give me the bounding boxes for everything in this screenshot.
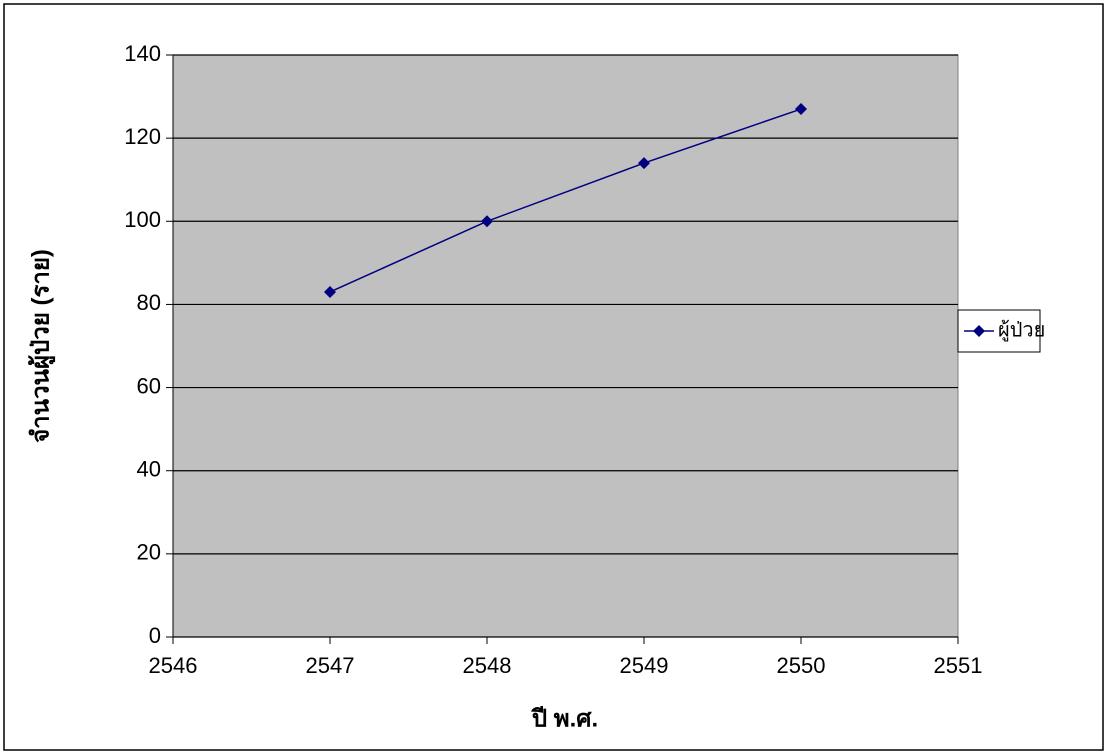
y-tick-label: 0 (149, 623, 161, 648)
x-tick-label: 2546 (149, 653, 198, 678)
x-tick-label: 2547 (306, 653, 355, 678)
y-tick-label: 140 (124, 41, 161, 66)
y-tick-label: 40 (137, 457, 161, 482)
legend-label: ผู้ป่วย (998, 319, 1045, 342)
plot-area (173, 55, 958, 637)
x-tick-label: 2548 (463, 653, 512, 678)
x-tick-label: 2551 (934, 653, 983, 678)
y-tick-label: 80 (137, 290, 161, 315)
x-tick-label: 2549 (620, 653, 669, 678)
y-axis-title: จำนวนผู้ป่วย (ราย) (27, 249, 55, 443)
chart: ปี พ.ศ. จำนวนผู้ป่วย (ราย) 0 20 40 60 80 100 1… (0, 0, 1107, 754)
y-tick-label: 100 (124, 207, 161, 232)
y-tick-label: 120 (124, 124, 161, 149)
y-tick-label: 20 (137, 540, 161, 565)
x-tick-label: 2550 (777, 653, 826, 678)
x-axis-title: ปี พ.ศ. (531, 705, 598, 732)
y-tick-label: 60 (137, 373, 161, 398)
